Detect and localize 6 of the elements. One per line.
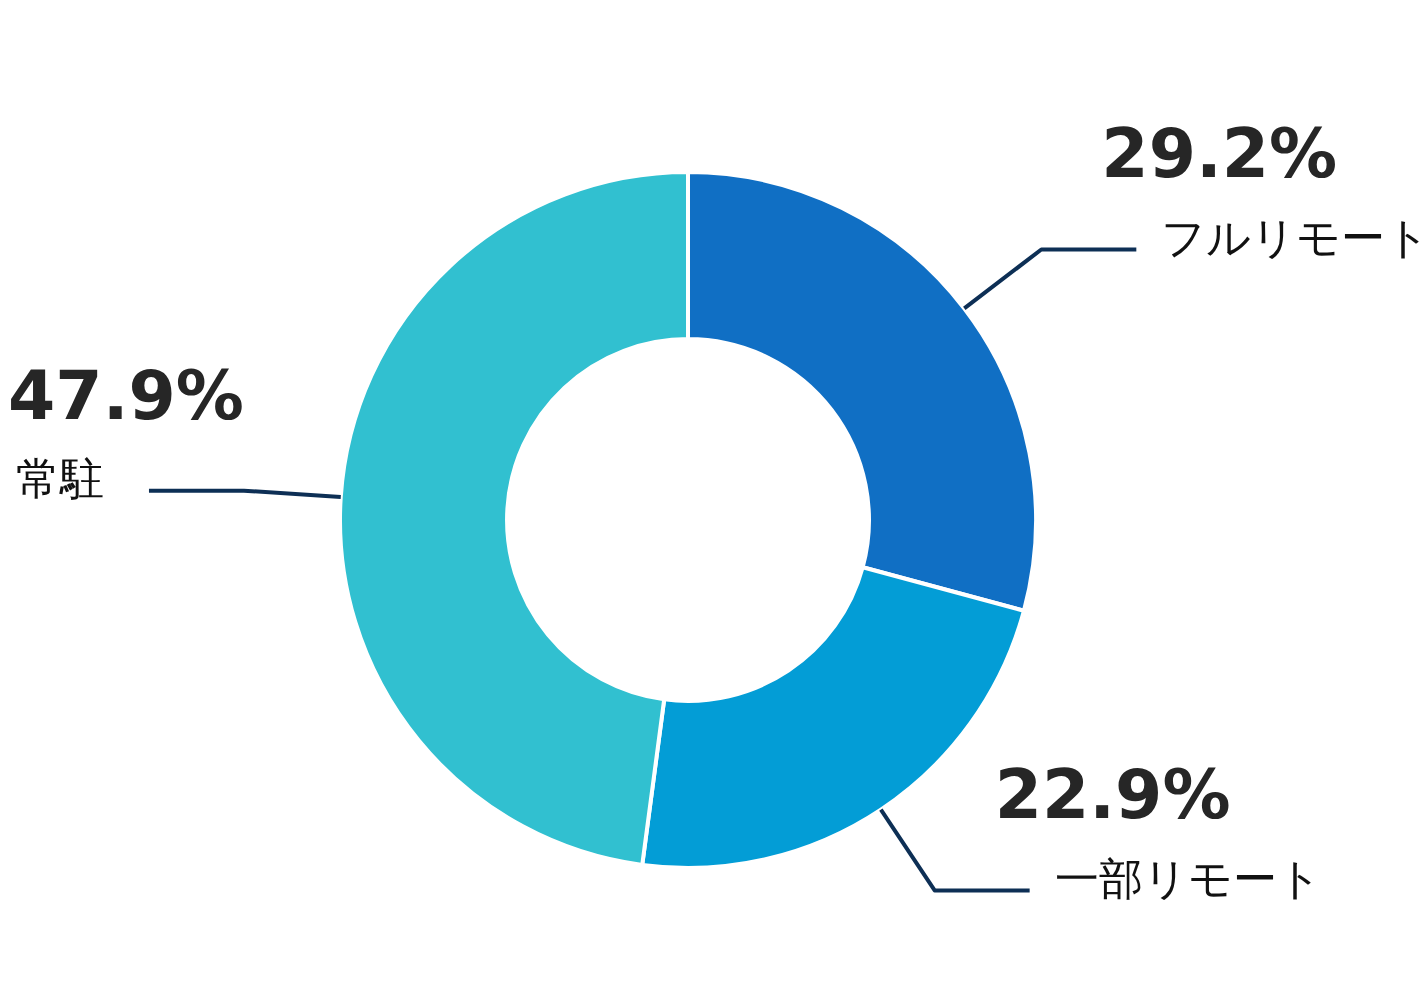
slice-label: 常駐 [15,453,104,505]
data-label: 22.9% [994,755,1231,835]
slice-label: 一部リモート [1054,852,1322,904]
slice-label: フルリモート [1161,211,1428,263]
data-label: 29.2% [1101,114,1338,194]
data-label: 47.9% [8,355,244,435]
